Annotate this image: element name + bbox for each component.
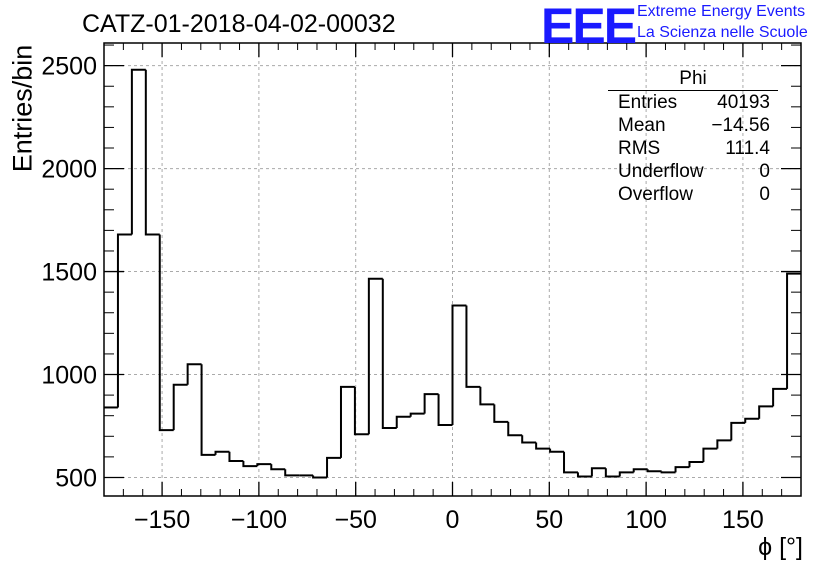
histogram-bin	[493, 404, 509, 423]
y-tick-label: 500	[55, 464, 97, 492]
histogram-bin	[353, 386, 369, 436]
histogram-bin	[632, 468, 648, 473]
tick-labels: −150 −100 −50 0 50 100 150 500 1000 1500 2000 2500	[41, 53, 763, 534]
histogram-bin	[618, 471, 634, 477]
x-axis-label: ϕ [°]	[758, 533, 803, 561]
histogram-bin	[116, 233, 132, 408]
histogram-bin	[270, 464, 286, 471]
stats-row-mean: Mean −14.56	[608, 114, 778, 137]
histogram-bin	[214, 450, 230, 455]
stats-box: Phi Entries 40193 Mean −14.56 RMS 111.4 …	[608, 68, 778, 206]
histogram-bin	[604, 468, 620, 478]
histogram-bin	[172, 383, 188, 431]
stats-label: RMS	[618, 138, 661, 159]
stats-label: Mean	[618, 115, 666, 136]
histogram-bin	[200, 364, 216, 456]
histogram-bin	[576, 472, 592, 478]
histogram-bin	[256, 463, 272, 467]
histogram-bin	[326, 456, 341, 478]
y-tick-label: 2000	[41, 156, 97, 184]
y-axis-label: Entries/bin	[7, 44, 38, 173]
histogram-bin	[367, 277, 383, 435]
stats-row-underflow: Underflow 0	[608, 160, 778, 183]
x-tick-label: −100	[231, 506, 287, 534]
y-tick-label: 1000	[41, 362, 97, 390]
x-tick-label: −150	[134, 506, 190, 534]
axis-ticks	[104, 43, 801, 496]
histogram-bin	[688, 461, 704, 468]
y-tick-label: 2500	[41, 53, 97, 81]
histogram-series	[104, 68, 801, 479]
histogram-bin	[730, 421, 746, 441]
histogram-bin	[479, 386, 495, 406]
stats-value: 40193	[717, 92, 770, 113]
stats-title: Phi	[608, 68, 778, 91]
stats-value: 111.4	[725, 138, 770, 159]
histogram-bin	[228, 451, 244, 462]
x-tick-label: 150	[722, 506, 764, 534]
histogram-bin	[674, 466, 690, 473]
histogram-bin	[451, 304, 467, 425]
histogram-bin	[549, 448, 565, 453]
x-tick-label: 0	[446, 506, 460, 534]
histogram-bin	[242, 460, 258, 468]
stats-row-entries: Entries 40193	[608, 91, 778, 114]
histogram-bin	[409, 412, 425, 417]
histogram-bin	[507, 421, 523, 437]
stats-label: Underflow	[618, 161, 704, 182]
histogram-bin	[660, 471, 676, 474]
stats-label: Overflow	[618, 184, 693, 205]
histogram-bin	[786, 272, 801, 389]
histogram-bin	[744, 417, 760, 423]
histogram-bin	[772, 387, 788, 407]
y-tick-label: 1500	[41, 259, 97, 287]
stats-row-overflow: Overflow 0	[608, 183, 778, 206]
histogram-bin	[702, 447, 718, 463]
histogram-bin	[535, 442, 551, 450]
x-tick-label: 50	[535, 506, 563, 534]
eee-logo: EEE	[541, 0, 637, 54]
logo-line-2: La Scienza nelle Scuole	[637, 24, 808, 41]
histogram-bin	[144, 69, 160, 236]
histogram-bin	[395, 415, 411, 429]
histogram-bin	[646, 469, 662, 473]
stats-value: 0	[759, 161, 770, 182]
histogram-bin	[423, 393, 439, 414]
stats-row-rms: RMS 111.4	[608, 137, 778, 160]
histogram-bin	[521, 435, 537, 444]
logo-line-1: Extreme Energy Events	[637, 3, 806, 20]
histogram-bin	[465, 305, 481, 388]
histogram-bin	[284, 469, 300, 477]
chart-title: CATZ-01-2018-04-02-00032	[82, 10, 396, 38]
histogram-bin	[312, 475, 328, 479]
histogram-bin	[339, 385, 355, 458]
stats-value: −14.56	[711, 115, 770, 136]
histogram-bin	[186, 363, 202, 385]
histogram-bin	[158, 234, 174, 432]
x-tick-label: −50	[334, 506, 376, 534]
histogram-bin	[381, 278, 397, 430]
histogram-bin	[437, 394, 453, 426]
stats-value: 0	[759, 184, 770, 205]
x-tick-label: 100	[625, 506, 667, 534]
histogram-bin	[590, 467, 606, 477]
histogram-bin	[130, 68, 146, 235]
histogram-bin	[563, 451, 578, 474]
histogram-bin	[716, 439, 732, 449]
stats-label: Entries	[618, 92, 678, 113]
histogram-bin	[758, 405, 774, 419]
